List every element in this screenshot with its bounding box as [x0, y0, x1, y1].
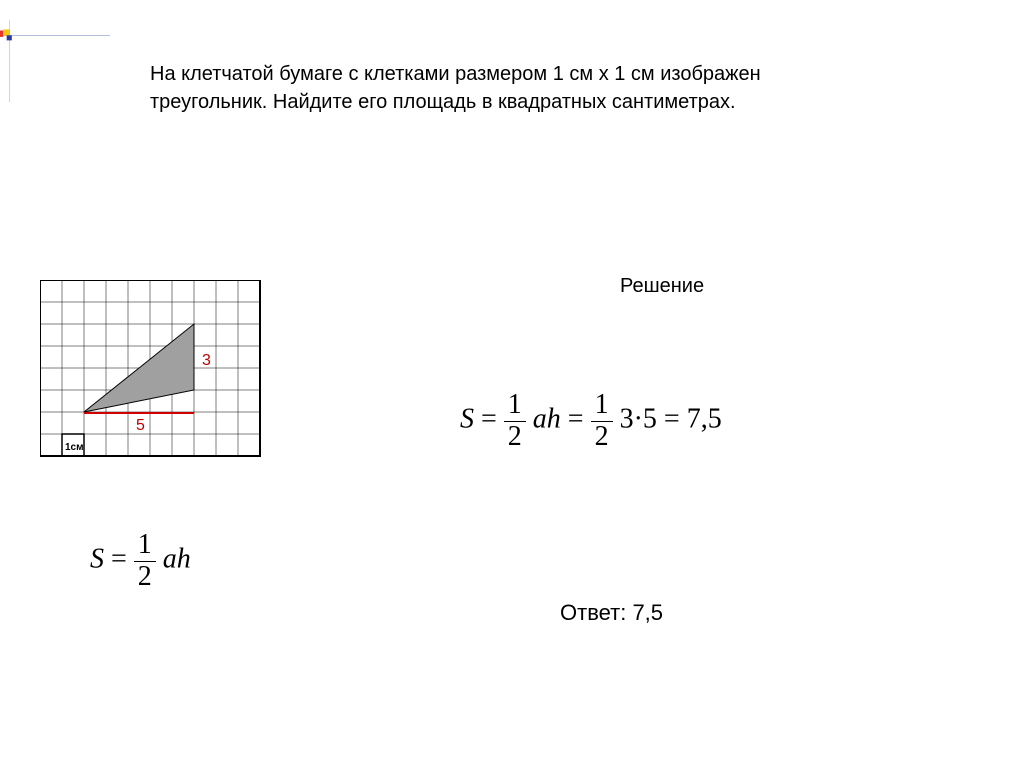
deco-yellow	[3, 29, 9, 35]
area-formula: S = 1 2 ah	[90, 530, 191, 593]
answer-value: 7,5	[632, 600, 663, 625]
problem-statement: На клетчатой бумаге с клетками размером …	[150, 60, 870, 116]
formula-eq: =	[111, 544, 134, 575]
solution-expression: S = 1 2 ah = 1 2 3·5 = 7,5	[460, 390, 722, 453]
slide-decoration	[0, 0, 110, 122]
triangle-figure: 3 5 1см	[40, 280, 270, 475]
deco-blue	[7, 35, 12, 40]
base-label: 5	[136, 417, 145, 434]
formula-frac: 1 2	[134, 530, 156, 593]
grid-svg: 3 5 1см	[40, 280, 270, 470]
answer-line: Ответ: 7,5	[560, 600, 663, 626]
deco-red	[0, 30, 3, 36]
height-label: 3	[202, 352, 211, 369]
problem-line2: треугольник. Найдите его площадь в квадр…	[150, 91, 736, 113]
formula-S: S	[90, 544, 104, 575]
unit-label: 1см	[65, 442, 84, 453]
problem-line1: На клетчатой бумаге с клетками размером …	[150, 63, 761, 85]
answer-label: Ответ:	[560, 600, 632, 625]
solution-heading: Решение	[620, 275, 704, 298]
formula-ah: ah	[163, 544, 191, 575]
